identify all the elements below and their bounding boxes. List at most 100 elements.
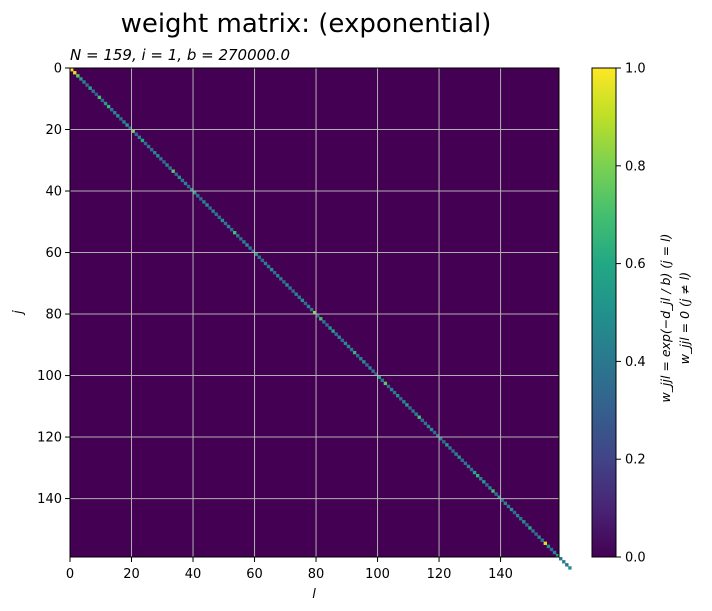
- diagonal-cell: [316, 314, 320, 318]
- x-tick-label: 60: [246, 567, 263, 582]
- diagonal-cell: [522, 520, 526, 524]
- diagonal-cell: [426, 424, 431, 429]
- diagonal-cell: [109, 107, 114, 112]
- diagonal-cell: [420, 418, 424, 422]
- diagonal-cell: [328, 326, 332, 330]
- diagonal-cell: [491, 489, 495, 493]
- diagonal-cell: [494, 492, 498, 496]
- diagonal-cell: [116, 114, 120, 118]
- diagonal-cell: [229, 227, 234, 232]
- diagonal-cell: [475, 473, 480, 478]
- diagonal-cell: [515, 513, 520, 518]
- diagonal-cell: [257, 255, 261, 259]
- diagonal-cell: [386, 384, 391, 389]
- x-tick-label: 80: [308, 567, 325, 582]
- diagonal-cell: [432, 430, 437, 435]
- diagonal-cell: [509, 507, 514, 512]
- diagonal-cell: [285, 283, 289, 287]
- diagonal-cell: [165, 163, 169, 167]
- diagonal-cell: [88, 86, 92, 90]
- diagonal-cell: [383, 381, 388, 386]
- diagonal-cell: [202, 200, 206, 204]
- grid: [70, 68, 559, 557]
- diagonal-cell: [525, 523, 529, 527]
- diagonal-cell: [568, 566, 572, 570]
- diagonal-cell: [445, 443, 449, 447]
- diagonal-cell: [233, 231, 237, 235]
- diagonal-cell: [472, 470, 477, 475]
- diagonal-cell: [334, 332, 338, 336]
- diagonal-cell: [546, 544, 551, 549]
- diagonal-cell: [392, 390, 397, 395]
- diagonal-cell: [276, 274, 280, 278]
- colorbar-label-line-2: w_jjl = 0 (j ≠ l): [677, 272, 692, 364]
- diagonal-cell: [217, 215, 221, 219]
- diagonal-cell: [562, 560, 566, 564]
- y-tick-label: 20: [45, 123, 62, 138]
- x-tick-label: 100: [365, 567, 390, 582]
- diagonal-cell: [162, 160, 166, 164]
- diagonal-cell: [294, 292, 298, 296]
- diagonal-cell: [349, 347, 354, 352]
- diagonal-cell: [488, 486, 492, 490]
- diagonal-cell: [70, 68, 74, 72]
- x-axis-label: l: [312, 587, 316, 602]
- diagonal-cell: [254, 252, 258, 256]
- x-tick-label: 0: [66, 567, 74, 582]
- diagonal-cell: [396, 394, 400, 398]
- y-tick-label: 80: [45, 308, 62, 323]
- diagonal-cell: [399, 397, 403, 401]
- colorbar-tick-label: 0.4: [625, 355, 646, 370]
- colorbar-tick-label: 0.8: [625, 159, 646, 174]
- diagonal-cell: [180, 178, 185, 183]
- y-tick-label: 120: [37, 431, 62, 446]
- diagonal-cell: [537, 535, 541, 539]
- diagonal-cell: [100, 98, 105, 103]
- diagonal-cell: [503, 501, 508, 506]
- diagonal-cell: [76, 74, 80, 78]
- diagonal-cell: [389, 387, 394, 392]
- diagonal-cell: [411, 409, 415, 413]
- plot-frame: [69, 67, 560, 558]
- diagonal-cell: [331, 329, 335, 333]
- diagonal-cell: [214, 212, 218, 216]
- diagonal-cell: [73, 71, 77, 75]
- diagonal-cell: [469, 467, 474, 472]
- diagonal-cell: [454, 452, 458, 456]
- diagonal-cell: [346, 344, 351, 349]
- diagonal-cell: [448, 446, 452, 450]
- x-tick-label: 140: [488, 567, 513, 582]
- diagonal-cell: [131, 129, 135, 133]
- diagonal-cell: [260, 258, 265, 263]
- diagonal-cell: [439, 437, 443, 441]
- diagonal-cell: [466, 464, 471, 469]
- diagonal-cell: [340, 338, 345, 343]
- diagonal-cell: [193, 191, 197, 195]
- diagonal-cell: [186, 184, 191, 189]
- diagonal-cell: [174, 172, 178, 176]
- diagonal-cell: [405, 403, 409, 407]
- diagonal-cell: [171, 169, 175, 173]
- diagonal-cell: [97, 95, 102, 100]
- diagonal-cell: [482, 480, 486, 484]
- diagonal-cell: [248, 246, 252, 250]
- diagonal-cell: [371, 369, 375, 373]
- diagonal-cell: [534, 532, 538, 536]
- diagonal-cell: [306, 304, 311, 309]
- diagonal-cell: [365, 363, 369, 367]
- diagonal-cell: [272, 270, 277, 275]
- diagonal-cell: [196, 194, 200, 198]
- diagonal-cell: [282, 280, 286, 284]
- diagonal-cell: [242, 240, 246, 244]
- x-axis-ticks: 0 20 40 60 80 100 120 140: [66, 557, 513, 582]
- diagonal-cell: [279, 277, 283, 281]
- diagonal-cell: [205, 203, 209, 207]
- diagonal-cell: [451, 449, 455, 453]
- diagonal-cell: [128, 126, 132, 130]
- diagonal-cell: [528, 526, 532, 530]
- diagonal-cell: [408, 406, 412, 410]
- diagonal-cell: [374, 372, 378, 376]
- diagonal-cell: [149, 147, 154, 152]
- colorbar-tick-label: 0.0: [625, 551, 646, 566]
- diagonal-cell: [352, 350, 357, 355]
